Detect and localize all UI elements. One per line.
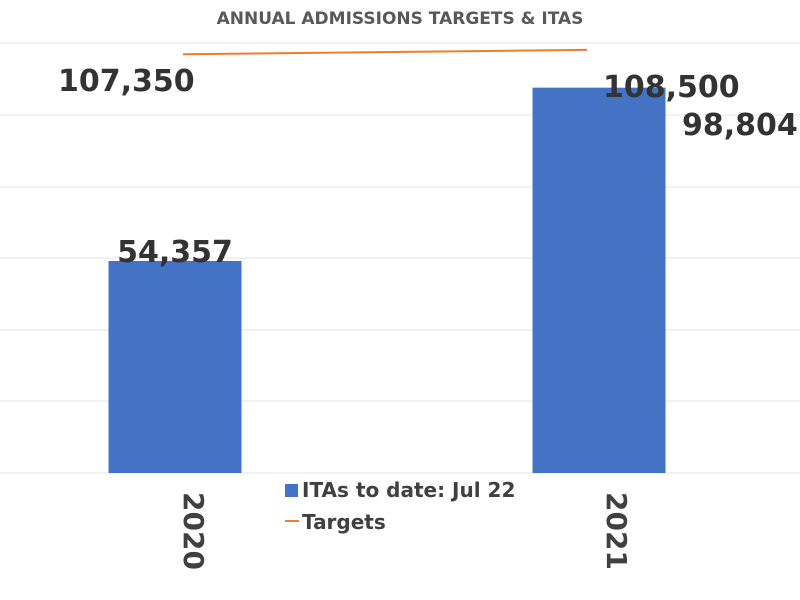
target-line — [182, 48, 588, 56]
legend-bar-swatch — [285, 484, 298, 497]
bar-2021 — [532, 87, 666, 473]
bar-2020 — [108, 261, 242, 473]
target-value-label: 107,350 — [58, 64, 195, 99]
bar-value-label: 98,804 — [682, 108, 798, 143]
target-value-label: 108,500 — [603, 70, 740, 105]
legend-label: Targets — [302, 510, 386, 534]
bar-value-label: 54,357 — [117, 235, 233, 270]
x-tick-label: 2021 — [600, 492, 633, 570]
legend: ITAs to date: Jul 22 Targets — [285, 478, 515, 534]
chart-title: ANNUAL ADMISSIONS TARGETS & ITAS — [217, 9, 584, 29]
x-axis-tick-labels: 2020 2021 — [177, 492, 633, 570]
legend-label: ITAs to date: Jul 22 — [302, 478, 515, 502]
data-labels: 54,357 98,804 107,350 108,500 — [58, 64, 798, 270]
bar-series — [108, 87, 666, 473]
x-tick-label: 2020 — [177, 492, 210, 570]
target-line-series — [182, 48, 588, 56]
